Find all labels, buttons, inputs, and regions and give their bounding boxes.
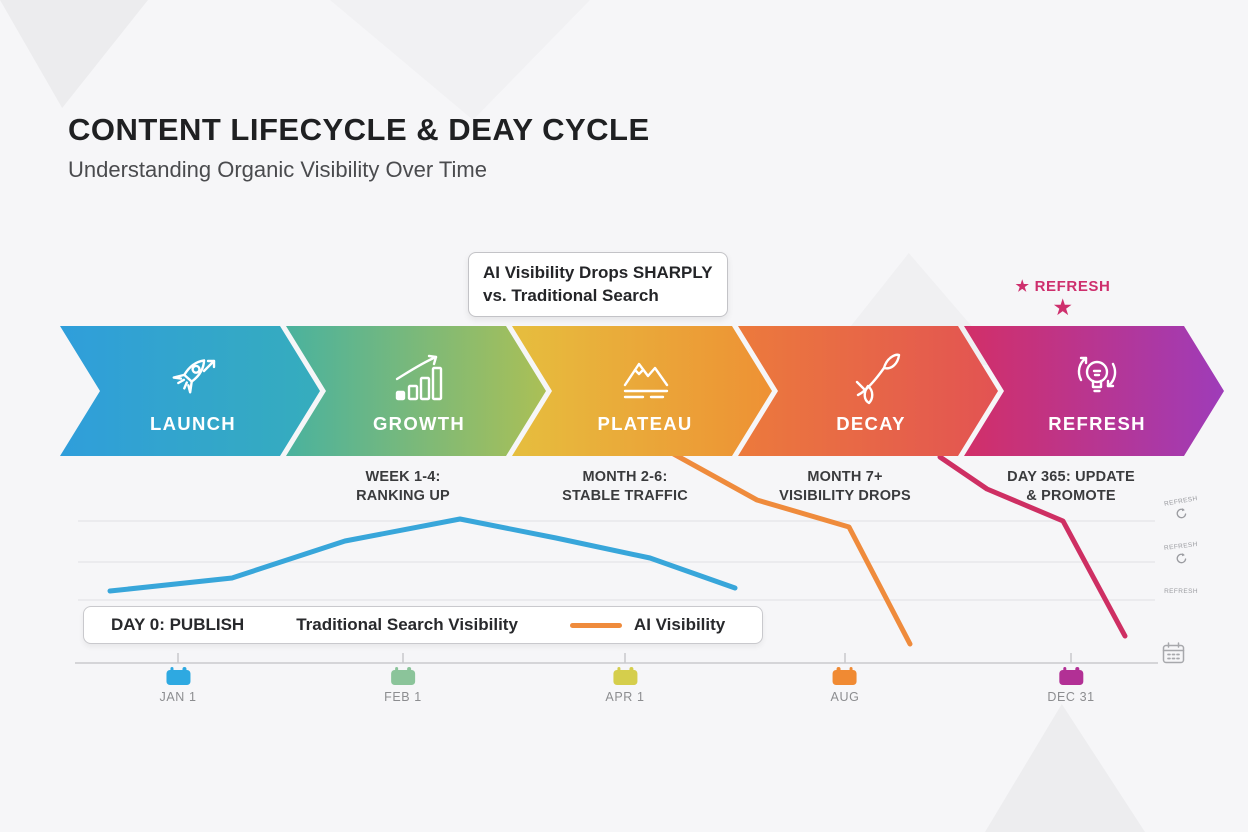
side-refresh-text: REFRESH (1163, 540, 1199, 553)
growth-chart-icon (390, 348, 448, 406)
calendar-icon (391, 667, 415, 685)
timeline-date-marker: FEB 1 (384, 667, 422, 704)
stage-label: PLATEAU (597, 412, 693, 434)
calendar-icon (612, 667, 637, 685)
stage-chevron-growth: GROWTH (286, 326, 546, 456)
background-triangle (985, 704, 1145, 832)
stage-chevron-decay: DECAY (738, 326, 998, 456)
ai-line-swatch (569, 622, 622, 628)
timeline-date-marker: JAN 1 (159, 667, 197, 704)
stage-bar: LAUNCH GROWTH PLATEAU DECAY REFRESH (0, 326, 1248, 456)
stage-sublabel-decay: MONTH 7+ VISIBILITY DROPS (779, 469, 911, 505)
refresh-annotation: ★ REFRESH ★ (1000, 279, 1126, 318)
series-traditional-search-visibility (107, 516, 738, 594)
calendar-icon (1059, 667, 1083, 685)
background-triangle (0, 0, 148, 108)
ai-visibility-callout: AI Visibility Drops SHARPLY vs. Traditio… (468, 252, 728, 317)
legend-ai-label: AI Visibility (633, 615, 726, 634)
stage-sublabel-refresh: DAY 365: UPDATE & PROMOTE (1007, 469, 1135, 505)
stage-label: REFRESH (1048, 412, 1146, 434)
bulb-refresh-icon (1068, 348, 1126, 406)
refresh-cycle-icon (1175, 507, 1188, 525)
refresh-annotation-label: REFRESH (1034, 278, 1111, 295)
timeline-date-label: AUG (830, 690, 860, 704)
timeline-date-marker: APR 1 (605, 667, 645, 704)
side-refresh-label: REFRESH (1158, 540, 1204, 570)
stage-chevron-launch: LAUNCH (60, 326, 320, 456)
stage-sublabel-growth: WEEK 1-4: RANKING UP (356, 469, 450, 505)
leaf-icon (841, 348, 901, 406)
stage-sublabel-plateau: MONTH 2-6: STABLE TRAFFIC (562, 469, 688, 505)
refresh-cycle-icon (1175, 552, 1188, 570)
timeline-date-marker: AUG (830, 667, 860, 704)
stage-label: LAUNCH (150, 412, 236, 434)
timeline-date-marker: DEC 31 (1047, 667, 1095, 704)
legend-day0-label: DAY 0: PUBLISH (111, 615, 245, 634)
callout-line-2: vs. Traditional Search (483, 286, 659, 306)
calendar-icon (165, 667, 190, 685)
stage-label: GROWTH (372, 412, 466, 434)
star-icon: ★ (1015, 278, 1030, 295)
legend-traditional-label: Traditional Search Visibility (296, 615, 518, 634)
callout-line-1: AI Visibility Drops SHARPLY (483, 263, 713, 282)
timeline-date-label: APR 1 (605, 690, 645, 704)
calendar-icon (1162, 642, 1185, 664)
mountains-icon (616, 348, 674, 406)
timeline-date-label: JAN 1 (159, 690, 197, 704)
rocket-icon (163, 348, 223, 406)
page-title: CONTENT LIFECYCLE & DEAY CYCLE (68, 112, 650, 147)
stage-chevron-refresh: REFRESH (964, 326, 1224, 456)
side-refresh-label: REFRESH (1158, 495, 1204, 525)
timeline-date-label: FEB 1 (384, 690, 422, 704)
page-subtitle: Understanding Organic Visibility Over Ti… (68, 157, 487, 182)
side-refresh-text: REFRESH (1164, 588, 1198, 595)
side-refresh-label: REFRESH (1158, 588, 1204, 595)
calendar-icon (832, 667, 857, 685)
stage-label: DECAY (836, 412, 906, 434)
stage-chevron-plateau: PLATEAU (512, 326, 772, 456)
chart-legend: DAY 0: PUBLISH Traditional Search Visibi… (83, 606, 763, 644)
timeline-date-label: DEC 31 (1047, 690, 1095, 704)
side-refresh-text: REFRESH (1163, 495, 1199, 508)
star-icon: ★ (1053, 297, 1073, 319)
background-triangle (330, 0, 590, 120)
